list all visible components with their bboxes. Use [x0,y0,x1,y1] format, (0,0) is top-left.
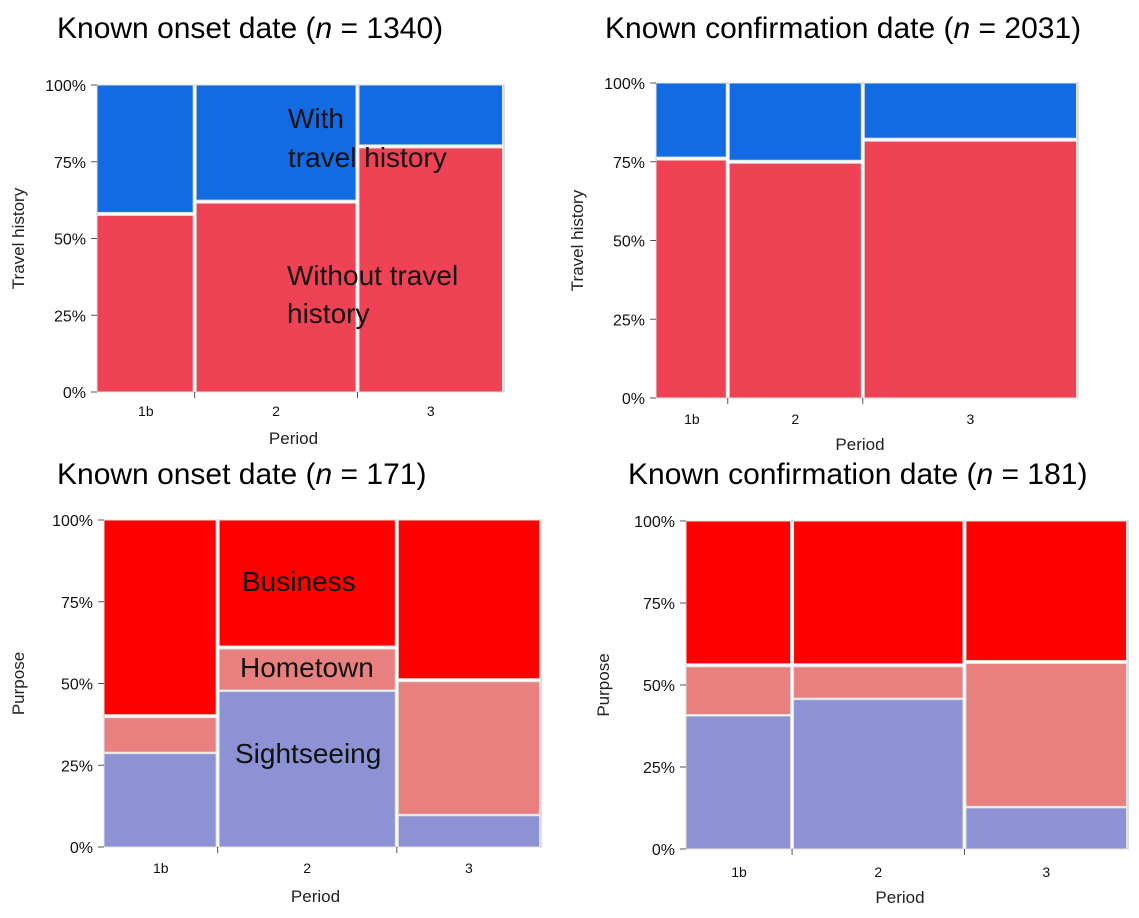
annotation-label: Sightseeing [235,738,381,769]
x-axis-label: Period [875,888,924,907]
mosaic-tile-hometown-1b [685,666,792,716]
y-axis-label: Purpose [594,653,613,716]
mosaic-tile-hometown-2 [218,648,396,691]
annotation-label: Hometown [240,652,374,683]
y-tick-label: 0% [652,842,675,859]
mosaic-tile-with_travel-1b [655,82,727,158]
mosaic-tile-without_travel-1b [96,214,194,393]
mosaic-tile-sightseeing-3 [965,807,1128,850]
y-tick-label: 50% [643,678,675,695]
chart-title-suffix: = 171) [332,458,426,491]
chart-title-suffix: = 2031) [970,12,1081,45]
chart-title-n: n [977,458,994,491]
chart-title-n: n [954,12,971,45]
y-tick-label: 25% [613,312,645,329]
mosaic-tile-hometown-3 [397,681,541,815]
y-axis-label: Purpose [9,652,28,715]
x-tick-label: 2 [874,864,882,880]
x-tick-label: 3 [1042,864,1050,880]
chart-title-suffix: = 181) [993,458,1087,491]
y-axis-label: Travel history [9,187,28,289]
x-axis-label: Period [291,887,340,906]
chart-title: Known onset date (n = 1340) [57,12,443,45]
mosaic-tile-without_travel-1b [655,159,727,399]
chart-title-n: n [316,12,333,45]
x-tick-label: 2 [303,860,311,876]
x-tick-label: 3 [966,411,974,427]
y-tick-label: 100% [604,76,645,93]
y-tick-label: 75% [54,155,86,172]
chart-title-n: n [316,458,333,491]
x-axis-label: Period [835,435,884,454]
y-tick-label: 100% [634,514,675,531]
mosaic-tile-without_travel-2 [195,202,357,393]
y-tick-label: 75% [643,596,675,613]
mosaic-tile-sightseeing-2 [218,691,396,848]
x-tick-label: 2 [791,411,799,427]
annotation-label: Without travel [287,260,458,291]
mosaic-tile-with_travel-1b [96,84,194,213]
y-tick-label: 25% [643,760,675,777]
annotation-label: history [287,298,369,329]
x-tick-label: 1b [138,403,154,419]
chart-title-suffix: = 1340) [332,12,443,45]
chart-title: Known confirmation date (n = 181) [628,458,1087,491]
y-tick-label: 100% [52,513,93,530]
y-tick-label: 25% [54,308,86,325]
chart-title-prefix: Known onset date ( [57,458,316,491]
mosaic-tile-with_travel-2 [728,82,862,161]
mosaic-tile-without_travel-2 [728,162,862,399]
y-tick-label: 0% [70,840,93,857]
mosaic-tile-sightseeing-3 [397,815,541,848]
mosaic-tile-hometown-1b [103,717,217,753]
annotation-label: Business [242,566,356,597]
y-tick-label: 50% [54,232,86,249]
y-tick-label: 50% [613,234,645,251]
y-tick-label: 25% [61,758,93,775]
annotation-label: With [288,103,344,134]
chart-title: Known confirmation date (n = 2031) [605,12,1081,45]
y-tick-label: 75% [613,155,645,172]
x-tick-label: 1b [153,860,169,876]
y-tick-label: 0% [63,385,86,402]
y-axis-label: Travel history [568,189,587,291]
chart-title-prefix: Known confirmation date ( [628,458,977,491]
mosaic-tile-with_travel-2 [195,84,357,201]
chart-title-prefix: Known onset date ( [57,12,316,45]
x-axis-label: Period [269,429,318,448]
mosaic-tile-sightseeing-1b [685,715,792,850]
x-tick-label: 1b [684,411,700,427]
y-tick-label: 100% [45,78,86,95]
mosaic-tile-business-3 [965,520,1128,662]
mosaic-tile-without_travel-3 [863,140,1078,399]
mosaic-tile-business-2 [218,519,396,647]
mosaic-tile-business-1b [685,520,792,665]
mosaic-tile-with_travel-3 [358,84,504,146]
x-tick-label: 3 [427,403,435,419]
x-tick-label: 1b [731,864,747,880]
chart-title-prefix: Known confirmation date ( [605,12,954,45]
mosaic-tile-hometown-2 [793,666,964,699]
chart-title: Known onset date (n = 171) [57,458,426,491]
y-tick-label: 50% [61,677,93,694]
y-tick-label: 0% [622,391,645,408]
annotation-label: travel history [288,142,447,173]
x-tick-label: 3 [465,860,473,876]
mosaic-tile-business-2 [793,520,964,665]
mosaic-tile-with_travel-3 [863,82,1078,139]
mosaic-tile-business-3 [397,519,541,680]
x-tick-label: 2 [272,403,280,419]
y-tick-label: 75% [61,595,93,612]
mosaic-tile-hometown-3 [965,663,1128,807]
mosaic-tile-without_travel-3 [358,147,504,393]
mosaic-tile-sightseeing-1b [103,753,217,848]
mosaic-tile-business-1b [103,519,217,716]
mosaic-tile-sightseeing-2 [793,699,964,850]
